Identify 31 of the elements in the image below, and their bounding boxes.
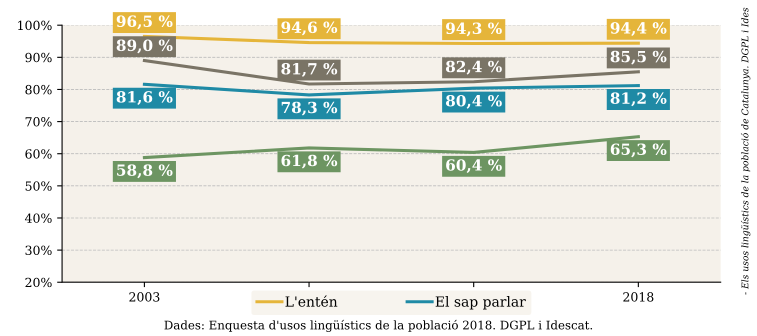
y-tick-label: 20% xyxy=(25,278,52,288)
x-tick-label: 2018 xyxy=(623,292,654,302)
data-label: 60,4 % xyxy=(446,159,502,174)
data-label: 89,0 % xyxy=(116,40,173,54)
data-label: 81,7 % xyxy=(281,62,338,77)
x-tick-label: 2003 xyxy=(129,292,160,302)
data-label: 94,4 % xyxy=(610,22,666,36)
data-label: 78,3 % xyxy=(282,102,338,116)
data-label: 81,2 % xyxy=(610,92,666,106)
data-label: 61,8 % xyxy=(281,154,338,169)
legend-label: L'entén xyxy=(285,295,338,307)
data-label: 96,5 % xyxy=(116,15,173,30)
y-tick-label: 50% xyxy=(26,181,52,191)
y-tick-label: 100% xyxy=(18,20,52,30)
y-tick-label: 70% xyxy=(26,117,52,127)
data-label: 80,4 % xyxy=(446,94,502,109)
text: Dades: Enquesta d'usos lingüístics de la població 2018. DGPL i Idescat. xyxy=(164,320,592,332)
data-label: 81,6 % xyxy=(116,91,173,105)
y-tick-label: 80% xyxy=(25,84,52,94)
data-label: 65,3 % xyxy=(610,143,666,158)
y-tick-label: 90% xyxy=(25,52,52,62)
y-tick-label: 60% xyxy=(25,149,52,159)
data-label: 58,8 % xyxy=(117,164,173,178)
y-tick-label: 40% xyxy=(24,213,52,223)
legend-label: El sap parlar xyxy=(436,296,526,310)
data-label: 85,5 % xyxy=(610,50,666,65)
text: - Els usos lingüístics de la població de Catalunya. DGPL i Ides xyxy=(740,8,750,295)
data-label: 94,3 % xyxy=(446,22,502,36)
y-tick-label: 30% xyxy=(26,246,52,256)
data-label: 82,4 % xyxy=(446,60,502,75)
data-label: 94,6 % xyxy=(281,22,338,36)
